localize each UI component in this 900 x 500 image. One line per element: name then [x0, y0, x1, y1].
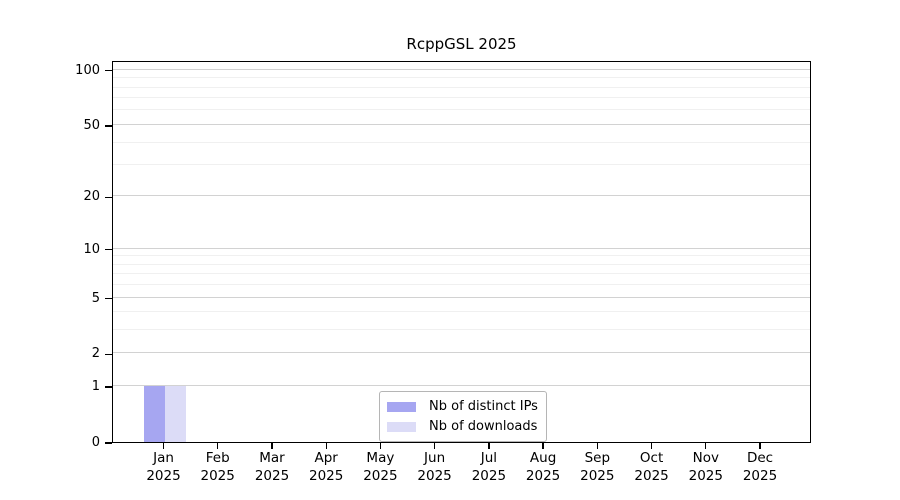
- bar-distinct-ips: [143, 386, 165, 442]
- x-tick-month: Jun: [424, 450, 446, 466]
- gridline-minor: [113, 109, 810, 111]
- x-tick-month: Mar: [259, 450, 285, 466]
- x-tick-label: Sep 2025: [565, 449, 629, 485]
- gridline-minor: [113, 97, 810, 99]
- legend-label-distinct-ips: Nb of distinct IPs: [429, 399, 538, 414]
- y-tick-label: 1: [91, 379, 100, 395]
- y-axis-tick: [105, 70, 112, 72]
- gridline-minor: [113, 255, 810, 257]
- x-tick-month: Oct: [639, 450, 664, 466]
- y-tick-label: 50: [83, 117, 100, 133]
- y-axis-tick: [105, 386, 112, 388]
- x-tick-year: 2025: [417, 468, 452, 484]
- x-tick-label: Jul 2025: [457, 449, 521, 485]
- plot-area: Nb of distinct IPs Nb of downloads: [112, 61, 811, 443]
- x-tick-month: Jul: [480, 450, 498, 466]
- legend-item-distinct-ips: Nb of distinct IPs: [387, 399, 538, 414]
- x-tick-month: May: [366, 450, 395, 466]
- x-axis-tick: [596, 443, 598, 449]
- y-tick-label: 0: [91, 435, 100, 450]
- x-tick-label: Mar 2025: [240, 449, 304, 485]
- x-tick-label: Feb 2025: [186, 449, 250, 485]
- gridline-major: [113, 385, 810, 387]
- x-tick-month: Jan: [153, 450, 174, 466]
- gridline-minor: [113, 273, 810, 275]
- x-tick-label: Apr 2025: [294, 449, 358, 485]
- y-tick-label: 10: [83, 241, 100, 257]
- y-axis-tick: [105, 125, 112, 127]
- x-axis-tick: [325, 443, 327, 449]
- x-tick-year: 2025: [471, 468, 507, 484]
- y-tick-label: 2: [91, 346, 100, 362]
- y-axis-tick: [105, 248, 112, 251]
- y-axis-tick: [105, 196, 112, 199]
- bar-downloads: [164, 386, 186, 442]
- x-axis-tick: [705, 443, 707, 449]
- x-tick-year: 2025: [363, 468, 398, 484]
- gridline-minor: [113, 284, 810, 286]
- x-tick-year: 2025: [688, 468, 723, 484]
- legend-swatch-downloads: [387, 421, 416, 432]
- x-tick-year: 2025: [742, 468, 778, 484]
- chart-title: RcppGSL 2025: [406, 35, 517, 53]
- x-axis-tick: [542, 443, 544, 449]
- y-tick-label: 20: [83, 189, 100, 205]
- gridline-minor: [113, 311, 810, 313]
- x-tick-month: Aug: [529, 450, 557, 466]
- x-tick-year: 2025: [254, 468, 290, 484]
- x-tick-year: 2025: [200, 468, 235, 484]
- x-tick-month: Nov: [692, 450, 719, 466]
- x-axis-tick: [379, 443, 382, 449]
- y-tick-label: 5: [91, 290, 100, 306]
- y-tick-label: 100: [75, 62, 100, 78]
- x-tick-year: 2025: [146, 468, 181, 484]
- x-tick-year: 2025: [580, 468, 615, 484]
- x-tick-year: 2025: [525, 468, 561, 484]
- x-tick-month: Dec: [746, 450, 774, 466]
- gridline-minor: [113, 263, 810, 265]
- gridline-major: [113, 123, 810, 125]
- x-tick-month: Sep: [584, 450, 611, 466]
- x-axis-tick: [650, 443, 653, 449]
- legend-swatch-distinct-ips: [387, 401, 416, 412]
- x-axis-tick: [759, 443, 761, 449]
- gridline-major: [113, 352, 810, 354]
- y-axis-tick: [105, 442, 112, 444]
- gridline-minor: [113, 86, 810, 88]
- gridline-major: [113, 195, 810, 197]
- gridline-major: [113, 68, 810, 70]
- x-tick-year: 2025: [309, 468, 344, 484]
- x-tick-month: Feb: [205, 450, 230, 466]
- x-tick-label: Jan 2025: [132, 449, 196, 485]
- x-tick-label: Aug 2025: [511, 449, 575, 485]
- x-tick-label: Jun 2025: [403, 449, 467, 485]
- x-axis-tick: [488, 443, 490, 449]
- x-tick-month: Apr: [314, 450, 338, 466]
- x-tick-label: Dec 2025: [728, 449, 792, 485]
- legend-item-downloads: Nb of downloads: [387, 419, 538, 434]
- x-axis-tick: [433, 443, 436, 449]
- gridline-minor: [113, 164, 810, 165]
- gridline-major: [113, 296, 810, 298]
- gridline-minor: [113, 329, 810, 331]
- y-axis-tick: [105, 297, 112, 300]
- x-axis-tick: [271, 443, 273, 449]
- x-tick-label: May 2025: [348, 449, 412, 485]
- gridline-minor: [113, 141, 810, 143]
- x-tick-label: Nov 2025: [674, 449, 738, 485]
- legend-label-downloads: Nb of downloads: [429, 419, 538, 434]
- gridline-major: [113, 247, 810, 249]
- legend: Nb of distinct IPs Nb of downloads: [379, 391, 547, 442]
- y-axis-tick: [105, 353, 112, 356]
- x-tick-year: 2025: [634, 468, 669, 484]
- gridline-minor: [113, 77, 810, 79]
- x-axis-tick: [217, 443, 219, 449]
- x-axis-tick: [162, 443, 165, 449]
- x-tick-label: Oct 2025: [620, 449, 684, 485]
